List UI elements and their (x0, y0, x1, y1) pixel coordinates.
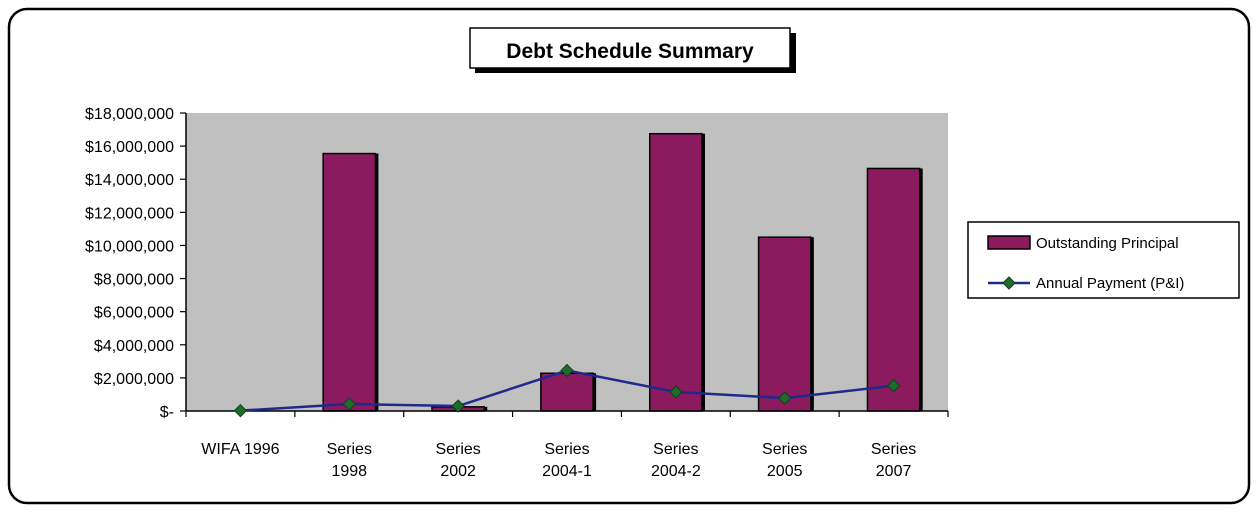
y-tick-label: $14,000,000 (85, 172, 174, 189)
x-category-label: Series 2004-2 (651, 441, 701, 480)
bar-outstanding-principal (757, 236, 812, 412)
x-category-label: WIFA 1996 (201, 441, 279, 458)
plot-area (186, 113, 948, 411)
bars-layer (322, 132, 923, 412)
x-category-label: Series 2007 (871, 441, 916, 480)
point-annual-payment (886, 378, 901, 393)
point-annual-payment (778, 391, 792, 405)
y-tick-label: $4,000,000 (94, 338, 174, 355)
chart-title: Debt Schedule Summary (506, 40, 754, 63)
x-category-label: Series 2002 (435, 441, 480, 480)
point-annual-payment (669, 385, 683, 399)
x-category-label: Series 2004-1 (542, 441, 592, 480)
y-tick-label: $8,000,000 (94, 272, 174, 289)
x-category-label: Series 2005 (762, 441, 807, 480)
y-tick-label: $10,000,000 (85, 238, 174, 255)
y-tick-label: $6,000,000 (94, 305, 174, 322)
bar-outstanding-principal (322, 152, 377, 412)
x-category-label: Series 1998 (327, 441, 372, 480)
y-tick-label: $2,000,000 (94, 371, 174, 388)
y-tick-label: $- (160, 404, 174, 421)
legend-label-annual-payment: Annual Payment (P&I) (1036, 275, 1184, 292)
y-tick-label: $12,000,000 (85, 205, 174, 222)
point-annual-payment (233, 403, 248, 418)
y-tick-label: $18,000,000 (85, 106, 174, 123)
axes-layer (180, 112, 949, 417)
bar-outstanding-principal (540, 372, 594, 412)
legend: Outstanding Principal Annual Payment (P&… (967, 221, 1240, 299)
legend-label-outstanding-principal: Outstanding Principal (1036, 235, 1179, 252)
bar-outstanding-principal (866, 167, 921, 412)
point-annual-payment (451, 399, 465, 413)
chart-title-box: Debt Schedule Summary (469, 27, 796, 73)
point-annual-payment (560, 363, 574, 378)
line-layer (233, 363, 901, 418)
bar-outstanding-principal (648, 132, 703, 412)
y-tick-label: $16,000,000 (85, 139, 174, 156)
legend-marker-annual-payment (1002, 276, 1016, 290)
point-annual-payment (342, 397, 356, 411)
legend-swatch-outstanding-principal (987, 235, 1031, 250)
labels-layer: $- $2,000,000 $4,000,000 $6,000,000 $8,000,0… (85, 106, 916, 480)
